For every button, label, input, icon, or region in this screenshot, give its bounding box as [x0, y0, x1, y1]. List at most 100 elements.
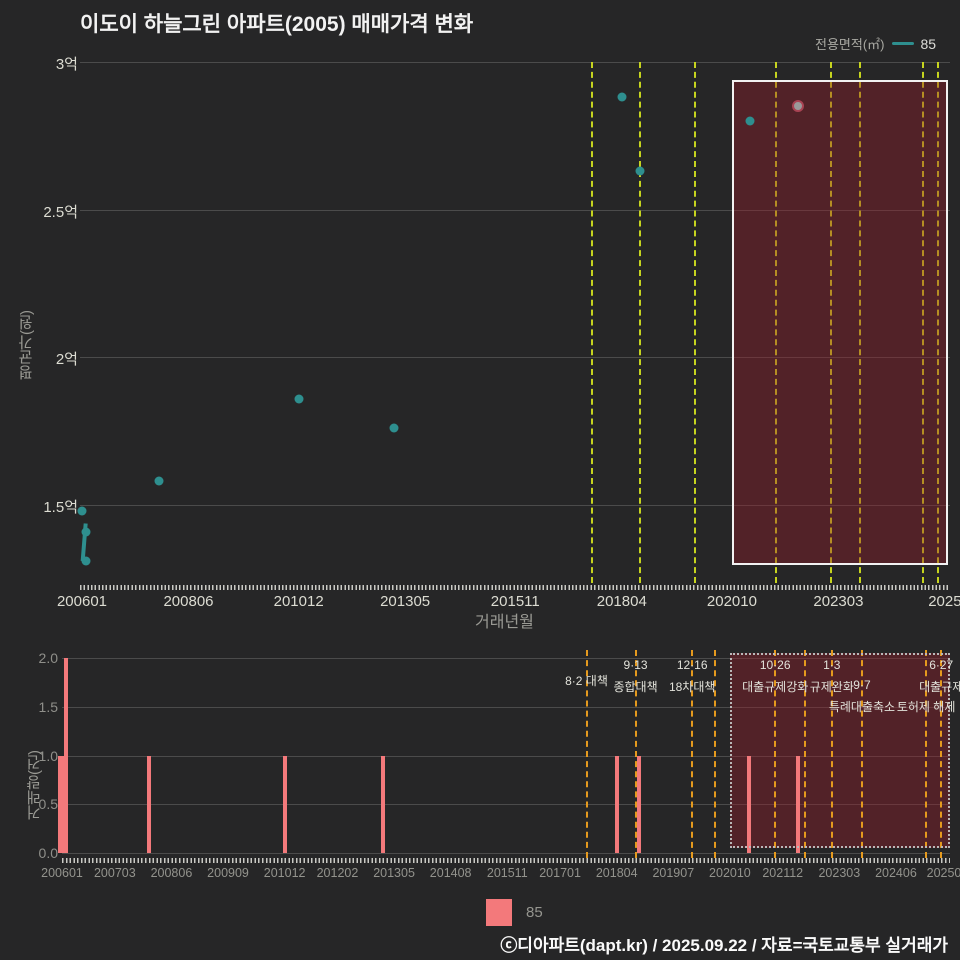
x-tick-label-volume: 20250 [926, 866, 960, 880]
policy-label-name: 종합대책 [613, 680, 658, 694]
page-title: 이도이 하늘그린 아파트(2005) 매매가격 변화 [80, 13, 474, 36]
policy-label-name: 규제완화 [809, 680, 854, 694]
y-tick-label-volume: 0.0 [38, 845, 58, 861]
policy-line-bottom [774, 650, 777, 858]
gridline-price [80, 209, 950, 211]
volume-bar[interactable] [282, 755, 287, 853]
policy-label-name2: 특례대출축소 [828, 700, 896, 714]
policy-label-date: 10·26 [759, 658, 791, 672]
legend-bar-swatch [486, 899, 512, 926]
gridline-volume [62, 706, 950, 708]
x-tick-label-price: 2025 [928, 593, 960, 610]
highlight-region-volume [729, 653, 950, 848]
price-point[interactable] [77, 506, 87, 516]
x-tick-label-price: 201012 [273, 593, 324, 610]
price-point[interactable] [635, 166, 645, 176]
price-point[interactable] [745, 116, 755, 126]
volume-bar[interactable] [637, 755, 642, 853]
x-tick-label-price: 201511 [490, 593, 540, 610]
highlight-region-price [731, 80, 948, 565]
x-tick-label-price: 202303 [813, 593, 864, 610]
price-point[interactable] [81, 556, 91, 566]
volume-bar[interactable] [146, 755, 151, 853]
y-tick-label-volume: 1.0 [38, 747, 58, 764]
x-tick-label-volume: 201305 [373, 866, 415, 880]
legend-bottom[interactable]: 85 [486, 899, 543, 926]
x-tick-label-volume: 200806 [150, 866, 193, 880]
price-point[interactable] [617, 92, 627, 102]
policy-label-date: 12·16 [676, 658, 708, 672]
x-tick-label-volume: 201511 [486, 866, 528, 880]
policy-line-bottom [860, 650, 863, 858]
volume-bar[interactable] [58, 755, 66, 853]
price-point[interactable] [294, 394, 304, 404]
legend-line-swatch [891, 42, 914, 45]
x-tick-label-price: 200806 [163, 593, 214, 610]
x-tick-label-volume: 201804 [595, 866, 638, 880]
price-point[interactable] [792, 100, 805, 113]
policy-label-date: 6·27 [929, 658, 954, 672]
price-point[interactable] [154, 476, 164, 486]
volume-bar[interactable] [746, 755, 751, 853]
policy-label-date: 9·13 [623, 658, 648, 672]
x-tick-label-price: 202010 [706, 593, 757, 610]
policy-line-bottom [713, 650, 716, 858]
gridline-volume [62, 804, 950, 806]
x-tick-label-volume: 201012 [263, 866, 306, 880]
volume-bar[interactable] [795, 755, 800, 853]
policy-line-bottom [585, 650, 588, 858]
policy-label-name: 8·2 대책 [565, 674, 608, 688]
x-tick-label-volume: 202406 [875, 866, 917, 880]
policy-line-top [830, 62, 833, 583]
x-tick-label-volume: 202010 [709, 866, 751, 880]
policy-label-name2: 토허제 해제 [896, 700, 956, 714]
x-tick-label-volume: 201907 [652, 866, 695, 880]
volume-bar[interactable] [380, 755, 385, 853]
x-tick-label-volume: 201701 [539, 866, 581, 880]
y-tick-label-volume: 0.5 [38, 796, 58, 813]
legend-area-value: 85 [920, 35, 937, 52]
policy-label-name: 9·7 [853, 678, 871, 692]
x-axis-ticks-price [80, 585, 950, 590]
policy-label-name: 대출규제강화 [742, 680, 809, 694]
policy-line-bottom [940, 650, 943, 858]
price-point[interactable] [389, 423, 399, 433]
source-attribution: ⓒ디아파트(dapt.kr) / 2025.09.22 / 자료=국토교통부 실… [500, 936, 948, 955]
highlight-region-border-volume [729, 653, 950, 848]
gridline-volume [62, 853, 950, 854]
policy-line-bottom [634, 650, 637, 858]
x-tick-label-volume: 202112 [762, 866, 804, 880]
x-tick-label-price: 201804 [596, 593, 647, 610]
legend-area-label: 전용면적(㎡) [815, 37, 885, 52]
gridline-volume [62, 658, 950, 659]
policy-line-top [775, 62, 777, 583]
gridline-price [80, 62, 950, 63]
x-tick-label-volume: 201202 [316, 866, 359, 880]
policy-label-date: 1·3 [823, 658, 841, 672]
policy-line-bottom [804, 650, 807, 858]
y-tick-label-volume: 2.0 [38, 650, 58, 666]
policy-label-name: 18차대책 [668, 680, 716, 694]
policy-line-bottom [830, 650, 833, 858]
x-tick-label-volume: 200703 [93, 866, 136, 880]
policy-line-top [639, 62, 642, 583]
x-tick-label-price: 200601 [56, 593, 108, 610]
policy-line-top [859, 62, 862, 583]
price-point[interactable] [81, 527, 91, 537]
y-axis-title-price: 평균가(원) [18, 310, 35, 380]
policy-line-top [694, 62, 697, 583]
volume-bar[interactable] [63, 658, 68, 853]
policy-line-top [921, 62, 924, 583]
gridline-price [80, 504, 950, 506]
x-axis-ticks-volume [62, 858, 950, 863]
legend-area[interactable]: 전용면적(㎡) 85 [815, 34, 936, 53]
x-tick-label-price: 201305 [380, 593, 431, 610]
gridline-price [80, 357, 950, 359]
y-tick-label-volume: 1.5 [38, 698, 58, 715]
x-tick-label-volume: 201408 [429, 866, 472, 880]
x-tick-label-volume: 200909 [207, 866, 249, 880]
volume-bar[interactable] [614, 755, 619, 853]
x-axis-title: 거래년월 [475, 614, 534, 631]
y-tick-label-price: 2억 [55, 351, 78, 369]
